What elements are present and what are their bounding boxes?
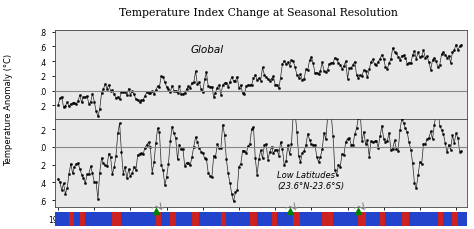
Text: Temperature Index Change at Seasonal Resolution: Temperature Index Change at Seasonal Res…	[119, 8, 398, 18]
Text: Low Latitudes
(23.6°N-23.6°S): Low Latitudes (23.6°N-23.6°S)	[277, 171, 344, 190]
Text: Global: Global	[191, 45, 224, 55]
Text: Temperature Anomaly (°C): Temperature Anomaly (°C)	[4, 54, 13, 166]
